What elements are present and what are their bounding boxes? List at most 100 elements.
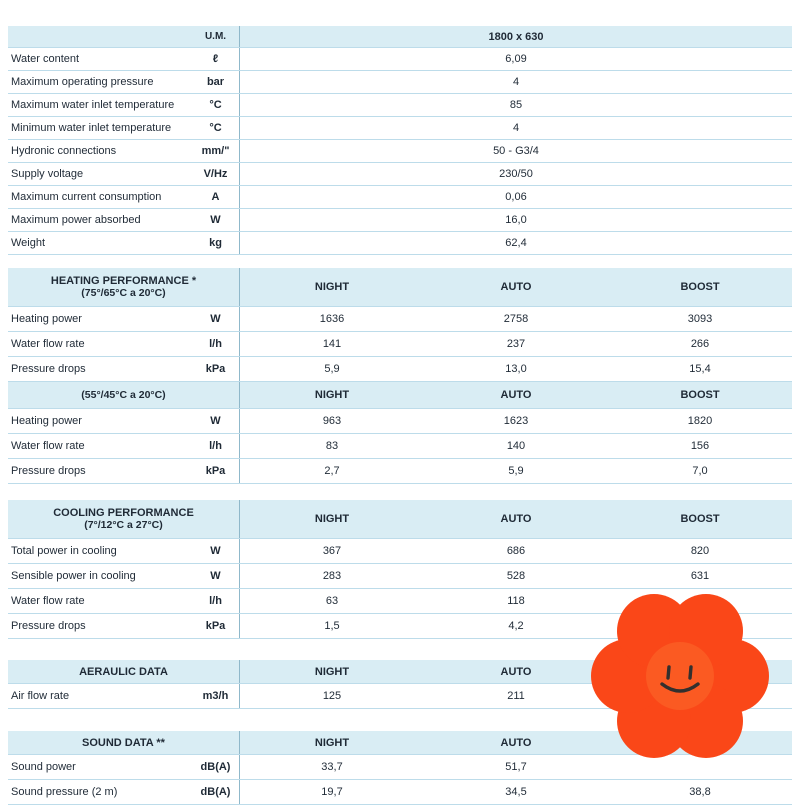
- row-value-boost: 7,0: [692, 465, 708, 477]
- table-row: Maximum current consumption A 0,06: [8, 186, 792, 209]
- table-row: Hydronic connections mm/" 50 - G3/4: [8, 140, 792, 163]
- section-title-text: SOUND DATA **: [82, 736, 165, 749]
- row-value-auto: 34,5: [505, 786, 527, 798]
- row-unit: W: [192, 209, 240, 231]
- row-unit: W: [192, 539, 240, 563]
- row-value: 6,09: [505, 53, 527, 65]
- row-unit: kPa: [192, 459, 240, 483]
- col-header-auto: AUTO: [500, 389, 532, 401]
- table-row: Pressure drops kPa 5,9 13,0 15,4: [8, 357, 792, 382]
- section-title: HEATING PERFORMANCE * (75°/65°C a 20°C): [8, 268, 240, 306]
- row-label: Maximum water inlet temperature: [11, 99, 175, 111]
- row-value-auto: 5,9: [508, 465, 524, 477]
- row-value: 50 - G3/4: [493, 145, 539, 157]
- row-value-night: 33,7: [321, 761, 343, 773]
- table-row: Pressure drops kPa 1,5 4,2 5,6: [8, 614, 792, 639]
- row-value-night: 63: [325, 595, 339, 607]
- table-row: Total power in cooling W 367 686 820: [8, 539, 792, 564]
- row-unit: l/h: [192, 589, 240, 613]
- col-header-night: NIGHT: [314, 513, 350, 525]
- row-value: 85: [509, 99, 523, 111]
- row-value-boost: 3093: [687, 313, 713, 325]
- row-value-night: 5,9: [324, 363, 340, 375]
- row-value-auto: 4,2: [508, 620, 524, 632]
- section-title-text: AERAULIC DATA: [79, 665, 168, 678]
- row-value-boost: 15,4: [689, 363, 711, 375]
- row-unit: W: [192, 564, 240, 588]
- um-header: U.M.: [192, 26, 240, 47]
- col-header-boost: BOOST: [680, 513, 720, 525]
- row-unit: bar: [192, 71, 240, 93]
- row-label: Supply voltage: [11, 168, 84, 180]
- row-value: 230/50: [499, 168, 533, 180]
- col-header-auto: AUTO: [500, 736, 532, 749]
- row-value-night: 1636: [319, 313, 345, 325]
- section-title: SOUND DATA **: [8, 731, 240, 754]
- flower-sticker: [590, 586, 770, 766]
- row-unit: ℓ: [192, 48, 240, 70]
- row-unit: dB(A): [192, 780, 240, 804]
- row-unit: °C: [192, 94, 240, 116]
- row-label: Weight: [11, 237, 46, 249]
- row-value-boost: 820: [690, 545, 710, 557]
- row-value-auto: 237: [506, 338, 526, 350]
- row-value-night: 963: [322, 415, 342, 427]
- model-header: 1800 x 630: [488, 30, 544, 43]
- row-value-boost: 266: [690, 338, 710, 350]
- cooling-performance-table: COOLING PERFORMANCE (7°/12°C a 27°C) NIG…: [8, 500, 792, 639]
- row-label: Maximum current consumption: [11, 191, 162, 203]
- row-value-night: 125: [322, 690, 342, 702]
- row-label: Air flow rate: [11, 690, 70, 702]
- row-label: Pressure drops: [11, 363, 86, 375]
- row-label: Water flow rate: [11, 338, 85, 350]
- flower-center: [646, 642, 714, 710]
- section-title: COOLING PERFORMANCE (7°/12°C a 27°C): [8, 500, 240, 538]
- table-row: Maximum water inlet temperature °C 85: [8, 94, 792, 117]
- row-value-boost: 1820: [687, 415, 713, 427]
- row-value-night: 83: [325, 440, 339, 452]
- general-data-table: U.M. 1800 x 630 Water content ℓ 6,09 Max…: [8, 26, 792, 255]
- section-title: (55°/45°C a 20°C): [8, 382, 240, 408]
- row-label: Water content: [11, 53, 80, 65]
- row-value: 0,06: [505, 191, 527, 203]
- row-unit: °C: [192, 117, 240, 139]
- row-unit: mm/": [192, 140, 240, 162]
- row-value-auto: 211: [507, 690, 525, 702]
- col-header-night: NIGHT: [314, 665, 350, 678]
- spec-sheet: U.M. 1800 x 630 Water content ℓ 6,09 Max…: [8, 26, 792, 805]
- row-label: Pressure drops: [11, 465, 86, 477]
- row-unit: W: [192, 307, 240, 331]
- table-row: Weight kg 62,4: [8, 232, 792, 255]
- section-title-text: COOLING PERFORMANCE: [53, 507, 194, 519]
- section-subtitle-text: (55°/45°C a 20°C): [81, 389, 166, 401]
- section-title-text: HEATING PERFORMANCE *: [50, 275, 197, 287]
- row-value-night: 2,7: [324, 465, 340, 477]
- table-row: Sensible power in cooling W 283 528 631: [8, 564, 792, 589]
- row-unit: W: [192, 409, 240, 433]
- row-label: Water flow rate: [11, 595, 85, 607]
- table-row: Water flow rate l/h 141 237 266: [8, 332, 792, 357]
- table-row: Water flow rate l/h 83 140 156: [8, 434, 792, 459]
- row-value-night: 19,7: [321, 786, 343, 798]
- row-value-auto: 140: [506, 440, 526, 452]
- table-row: Maximum operating pressure bar 4: [8, 71, 792, 94]
- general-header-row: U.M. 1800 x 630: [8, 26, 792, 48]
- row-unit: m3/h: [192, 684, 240, 708]
- row-label: Maximum operating pressure: [11, 76, 154, 88]
- row-value-night: 367: [322, 545, 342, 557]
- smiley-face-icon: [660, 665, 700, 693]
- col-header-night: NIGHT: [314, 389, 350, 401]
- col-header-boost: BOOST: [680, 281, 720, 293]
- row-value-auto: 118: [507, 595, 525, 607]
- row-unit: l/h: [192, 434, 240, 458]
- heating-subheader-row: (55°/45°C a 20°C) NIGHT AUTO BOOST: [8, 382, 792, 409]
- header-spacer: [8, 26, 192, 47]
- row-unit: A: [192, 186, 240, 208]
- row-value: 16,0: [505, 214, 527, 226]
- row-label: Heating power: [11, 415, 82, 427]
- row-value-auto: 51,7: [505, 761, 527, 773]
- row-unit: dB(A): [192, 755, 240, 779]
- table-row: Supply voltage V/Hz 230/50: [8, 163, 792, 186]
- row-label: Pressure drops: [11, 620, 86, 632]
- row-value-night: 283: [322, 570, 342, 582]
